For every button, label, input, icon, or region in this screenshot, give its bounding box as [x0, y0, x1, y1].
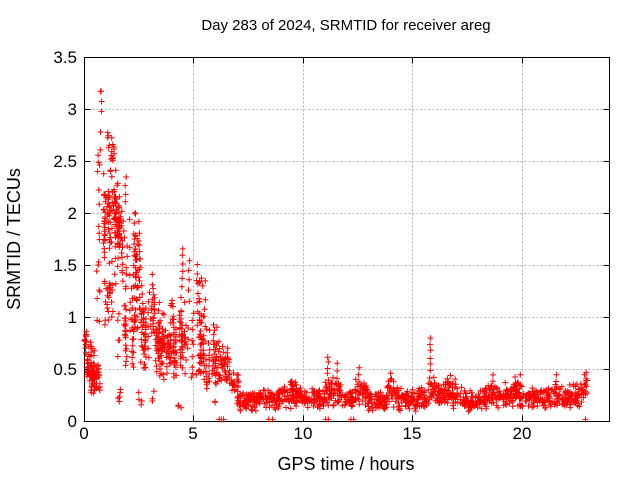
x-tick-label: 15 [403, 424, 422, 443]
y-tick-label: 2 [68, 204, 77, 223]
y-tick-label: 1 [68, 308, 77, 327]
x-tick-label: 20 [513, 424, 532, 443]
y-tick-label: 2.5 [53, 152, 77, 171]
x-tick-label: 5 [188, 424, 197, 443]
x-tick-label: 10 [294, 424, 313, 443]
y-axis-label: SRMTID / TECUs [4, 168, 24, 310]
gridlines [84, 57, 610, 422]
chart-title: Day 283 of 2024, SRMTID for receiver are… [201, 17, 490, 34]
y-tick-label: 0.5 [53, 360, 77, 379]
y-tick-label: 0 [68, 412, 77, 431]
y-tick-label: 1.5 [53, 256, 77, 275]
axis-ticks [84, 57, 610, 422]
x-tick-label: 0 [79, 424, 88, 443]
scatter-points [81, 88, 590, 423]
y-tick-label: 3.5 [53, 48, 77, 67]
x-tick-labels: 0 5 10 15 20 [79, 424, 531, 443]
y-tick-label: 3 [68, 100, 77, 119]
plot-border [84, 57, 610, 422]
y-tick-labels: 0 0.5 1 1.5 2 2.5 3 3.5 [53, 48, 77, 431]
x-axis-label: GPS time / hours [277, 454, 414, 474]
